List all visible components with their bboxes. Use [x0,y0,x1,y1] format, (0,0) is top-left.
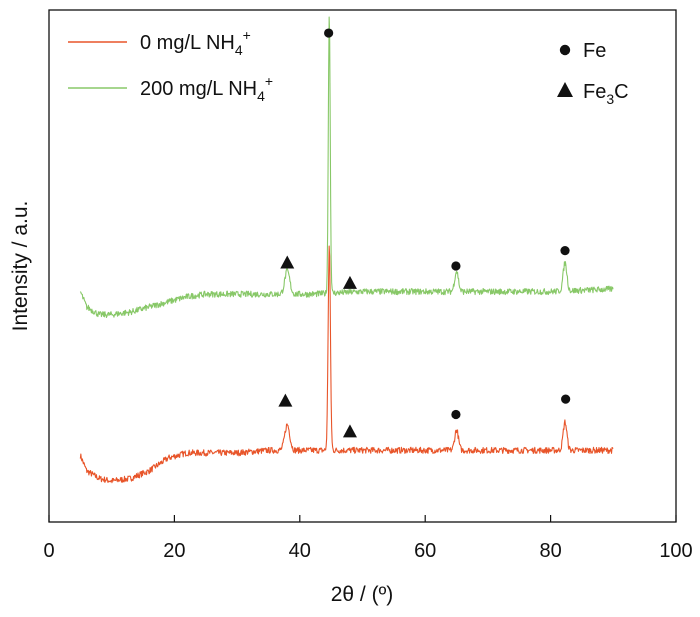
legend-fe3c-triangle-icon [557,82,573,97]
legend-fe-circle-icon [559,44,571,56]
x-tick-label-0: 0 [43,540,54,562]
plot-frame [48,9,677,523]
x-axis-label: 2θ / (º) [331,583,394,606]
legend-label-1: 200 mg/L NH4+ [140,73,273,104]
legend-fe3c-label: Fe3C [583,81,629,107]
x-tick-label-3: 60 [414,540,436,562]
x-tick-label-4: 80 [539,540,561,562]
fe-peak-marker-4 [560,246,570,256]
x-tick-label-1: 20 [163,540,185,562]
legend-label-0: 0 mg/L NH4+ [140,27,251,58]
fe3c-peak-marker-6 [342,424,357,438]
x-tick-label-2: 40 [289,540,311,562]
phase-legend: Fe Fe3C [557,40,629,107]
x-tick-label-5: 100 [659,540,692,562]
fe3c-peak-marker-5 [278,393,293,407]
y-axis-label: Intensity / a.u. [9,201,32,332]
fe-peak-marker-0 [324,28,334,38]
svg-text:2θ / (º): 2θ / (º) [331,583,394,606]
fe-peak-marker-7 [451,409,461,420]
series-legend: 0 mg/L NH4+ 200 mg/L NH4+ [68,27,273,104]
x-axis-label-theta: 2θ / (º) [331,583,394,606]
fe3c-peak-marker-1 [280,255,295,269]
fe-peak-marker-3 [451,261,461,271]
fe-peak-marker-8 [561,394,571,404]
fe3c-peak-marker-2 [342,275,357,289]
series-line-0 [79,245,614,484]
x-axis-ticks: 0 20 40 60 80 100 [43,515,693,562]
legend-fe-label: Fe [583,40,606,62]
phase-markers [278,28,571,438]
plot-lines [79,16,614,484]
series-line-1 [79,16,614,319]
